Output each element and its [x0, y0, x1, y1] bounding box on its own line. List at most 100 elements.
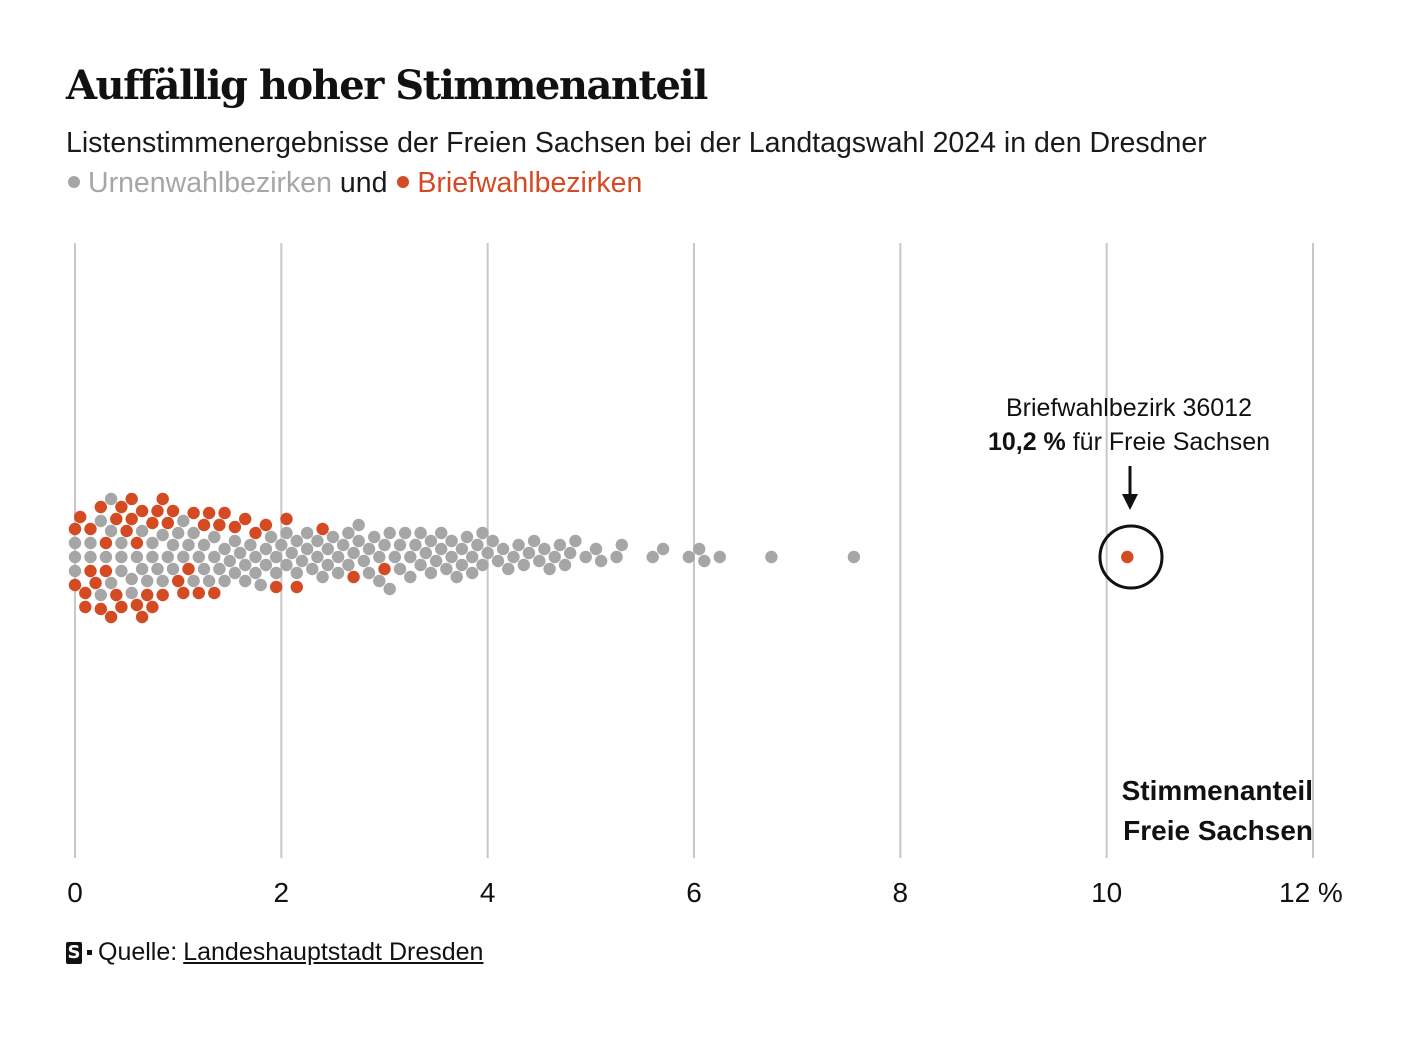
- dot-urnenwahl: [326, 530, 340, 544]
- legend-brief-label: Briefwahlbezirken: [417, 167, 643, 199]
- dot-urnenwahl: [187, 574, 200, 588]
- annotation-arrow-head: [1122, 494, 1138, 510]
- dot-urnenwahl: [213, 562, 226, 576]
- dot-urnenwahl: [512, 538, 525, 552]
- chart-subtitle: Listenstimmenergebnisse der Freien Sachs…: [66, 123, 1356, 203]
- dot-urnenwahl: [656, 542, 670, 556]
- dot-urnenwahl: [300, 526, 314, 540]
- dot-urnenwahl: [357, 554, 371, 568]
- dot-urnenwahl: [378, 538, 391, 552]
- dot-urnenwahl: [104, 524, 118, 538]
- brand-logo: S: [66, 941, 82, 964]
- legend-urne-dot: [68, 176, 80, 189]
- dot-briefwahl: [84, 564, 97, 578]
- x-tick-label: 8: [893, 877, 909, 908]
- x-tick-label: 12 %: [1279, 877, 1343, 908]
- dot-urnenwahl: [146, 536, 159, 550]
- dot-urnenwahl: [208, 530, 221, 544]
- dot-urnenwahl: [517, 558, 530, 572]
- dot-urnenwahl: [435, 542, 448, 556]
- dot-urnenwahl: [533, 554, 546, 568]
- dot-urnenwahl: [259, 558, 273, 572]
- dot-urnenwahl: [548, 550, 561, 564]
- dot-urnenwahl: [491, 554, 505, 568]
- dot-briefwahl: [120, 524, 133, 538]
- dot-briefwahl: [115, 600, 128, 614]
- dot-briefwahl: [316, 522, 329, 536]
- dot-urnenwahl: [486, 534, 499, 548]
- dot-urnenwahl: [424, 566, 438, 580]
- dot-urnenwahl: [280, 558, 293, 572]
- dot-urnenwahl: [218, 574, 231, 588]
- dot-briefwahl: [208, 586, 221, 600]
- dot-urnenwahl: [466, 566, 479, 580]
- dot-urnenwahl: [156, 528, 169, 542]
- dot-urnenwahl: [507, 550, 520, 564]
- dot-urnenwahl: [202, 574, 216, 588]
- dot-urnenwahl: [192, 550, 205, 564]
- dot-urnenwahl: [295, 554, 309, 568]
- dot-briefwahl: [141, 588, 154, 602]
- dot-urnenwahl: [342, 526, 355, 540]
- dot-briefwahl: [125, 512, 138, 526]
- dot-urnenwahl: [115, 536, 128, 550]
- dot-urnenwahl: [362, 566, 376, 580]
- dot-urnenwahl: [569, 534, 582, 548]
- dot-briefwahl: [197, 518, 211, 532]
- dot-urnenwahl: [104, 576, 118, 590]
- dot-urnenwahl: [331, 550, 345, 564]
- legend-urne-label: Urnenwahlbezirken: [88, 167, 332, 199]
- dot-briefwahl: [68, 522, 82, 536]
- dot-urnenwahl: [68, 550, 82, 564]
- dot-urnenwahl: [404, 570, 417, 584]
- dot-urnenwahl: [564, 546, 577, 560]
- dot-urnenwahl: [239, 574, 252, 588]
- dot-urnenwahl: [218, 542, 231, 556]
- dot-urnenwahl: [579, 550, 592, 564]
- dot-urnenwahl: [125, 586, 138, 600]
- source-link[interactable]: Landeshauptstadt Dresden: [183, 938, 484, 966]
- annotation-suffix: für Freie Sachsen: [1073, 428, 1270, 456]
- dot-briefwahl: [259, 518, 273, 532]
- dot-urnenwahl: [135, 524, 149, 538]
- dot-urnenwahl: [115, 564, 128, 578]
- dot-urnenwahl: [414, 526, 427, 540]
- dot-urnenwahl: [187, 526, 200, 540]
- dot-urnenwahl: [321, 542, 334, 556]
- dot-briefwahl: [89, 576, 102, 590]
- annotation-circle: [1098, 524, 1164, 590]
- dot-briefwahl: [161, 516, 174, 530]
- dot-urnenwahl: [393, 538, 407, 552]
- dot-urnenwahl: [373, 550, 386, 564]
- dot-urnenwahl: [337, 538, 350, 552]
- dot-urnenwahl: [84, 536, 97, 550]
- dot-urnenwahl: [321, 558, 334, 572]
- dot-urnenwahl: [197, 562, 211, 576]
- dot-briefwahl: [270, 580, 283, 594]
- legend-brief-dot: [397, 176, 410, 189]
- dot-urnenwahl: [589, 542, 603, 556]
- dot-urnenwahl: [424, 534, 438, 548]
- dot-urnenwahl: [208, 550, 221, 564]
- dot-urnenwahl: [368, 530, 381, 544]
- annotation-label: Briefwahlbezirk 36012: [1006, 394, 1252, 422]
- dot-briefwahl: [192, 586, 205, 600]
- dot-urnenwahl: [713, 550, 726, 564]
- dot-urnenwahl: [476, 526, 489, 540]
- dot-urnenwahl: [135, 562, 149, 576]
- dot-briefwahl: [1121, 550, 1134, 564]
- dot-urnenwahl: [177, 550, 190, 564]
- dot-urnenwahl: [398, 526, 412, 540]
- dot-briefwahl: [84, 522, 97, 536]
- dot-briefwahl: [213, 518, 226, 532]
- dot-briefwahl: [228, 520, 242, 534]
- dot-briefwahl: [94, 602, 108, 616]
- dot-urnenwahl: [476, 558, 489, 572]
- dot-urnenwahl: [228, 534, 242, 548]
- dot-urnenwahl: [527, 534, 541, 548]
- dot-urnenwahl: [342, 558, 355, 572]
- dot-briefwahl: [166, 504, 180, 518]
- dot-urnenwahl: [311, 550, 324, 564]
- dot-briefwahl: [135, 610, 149, 624]
